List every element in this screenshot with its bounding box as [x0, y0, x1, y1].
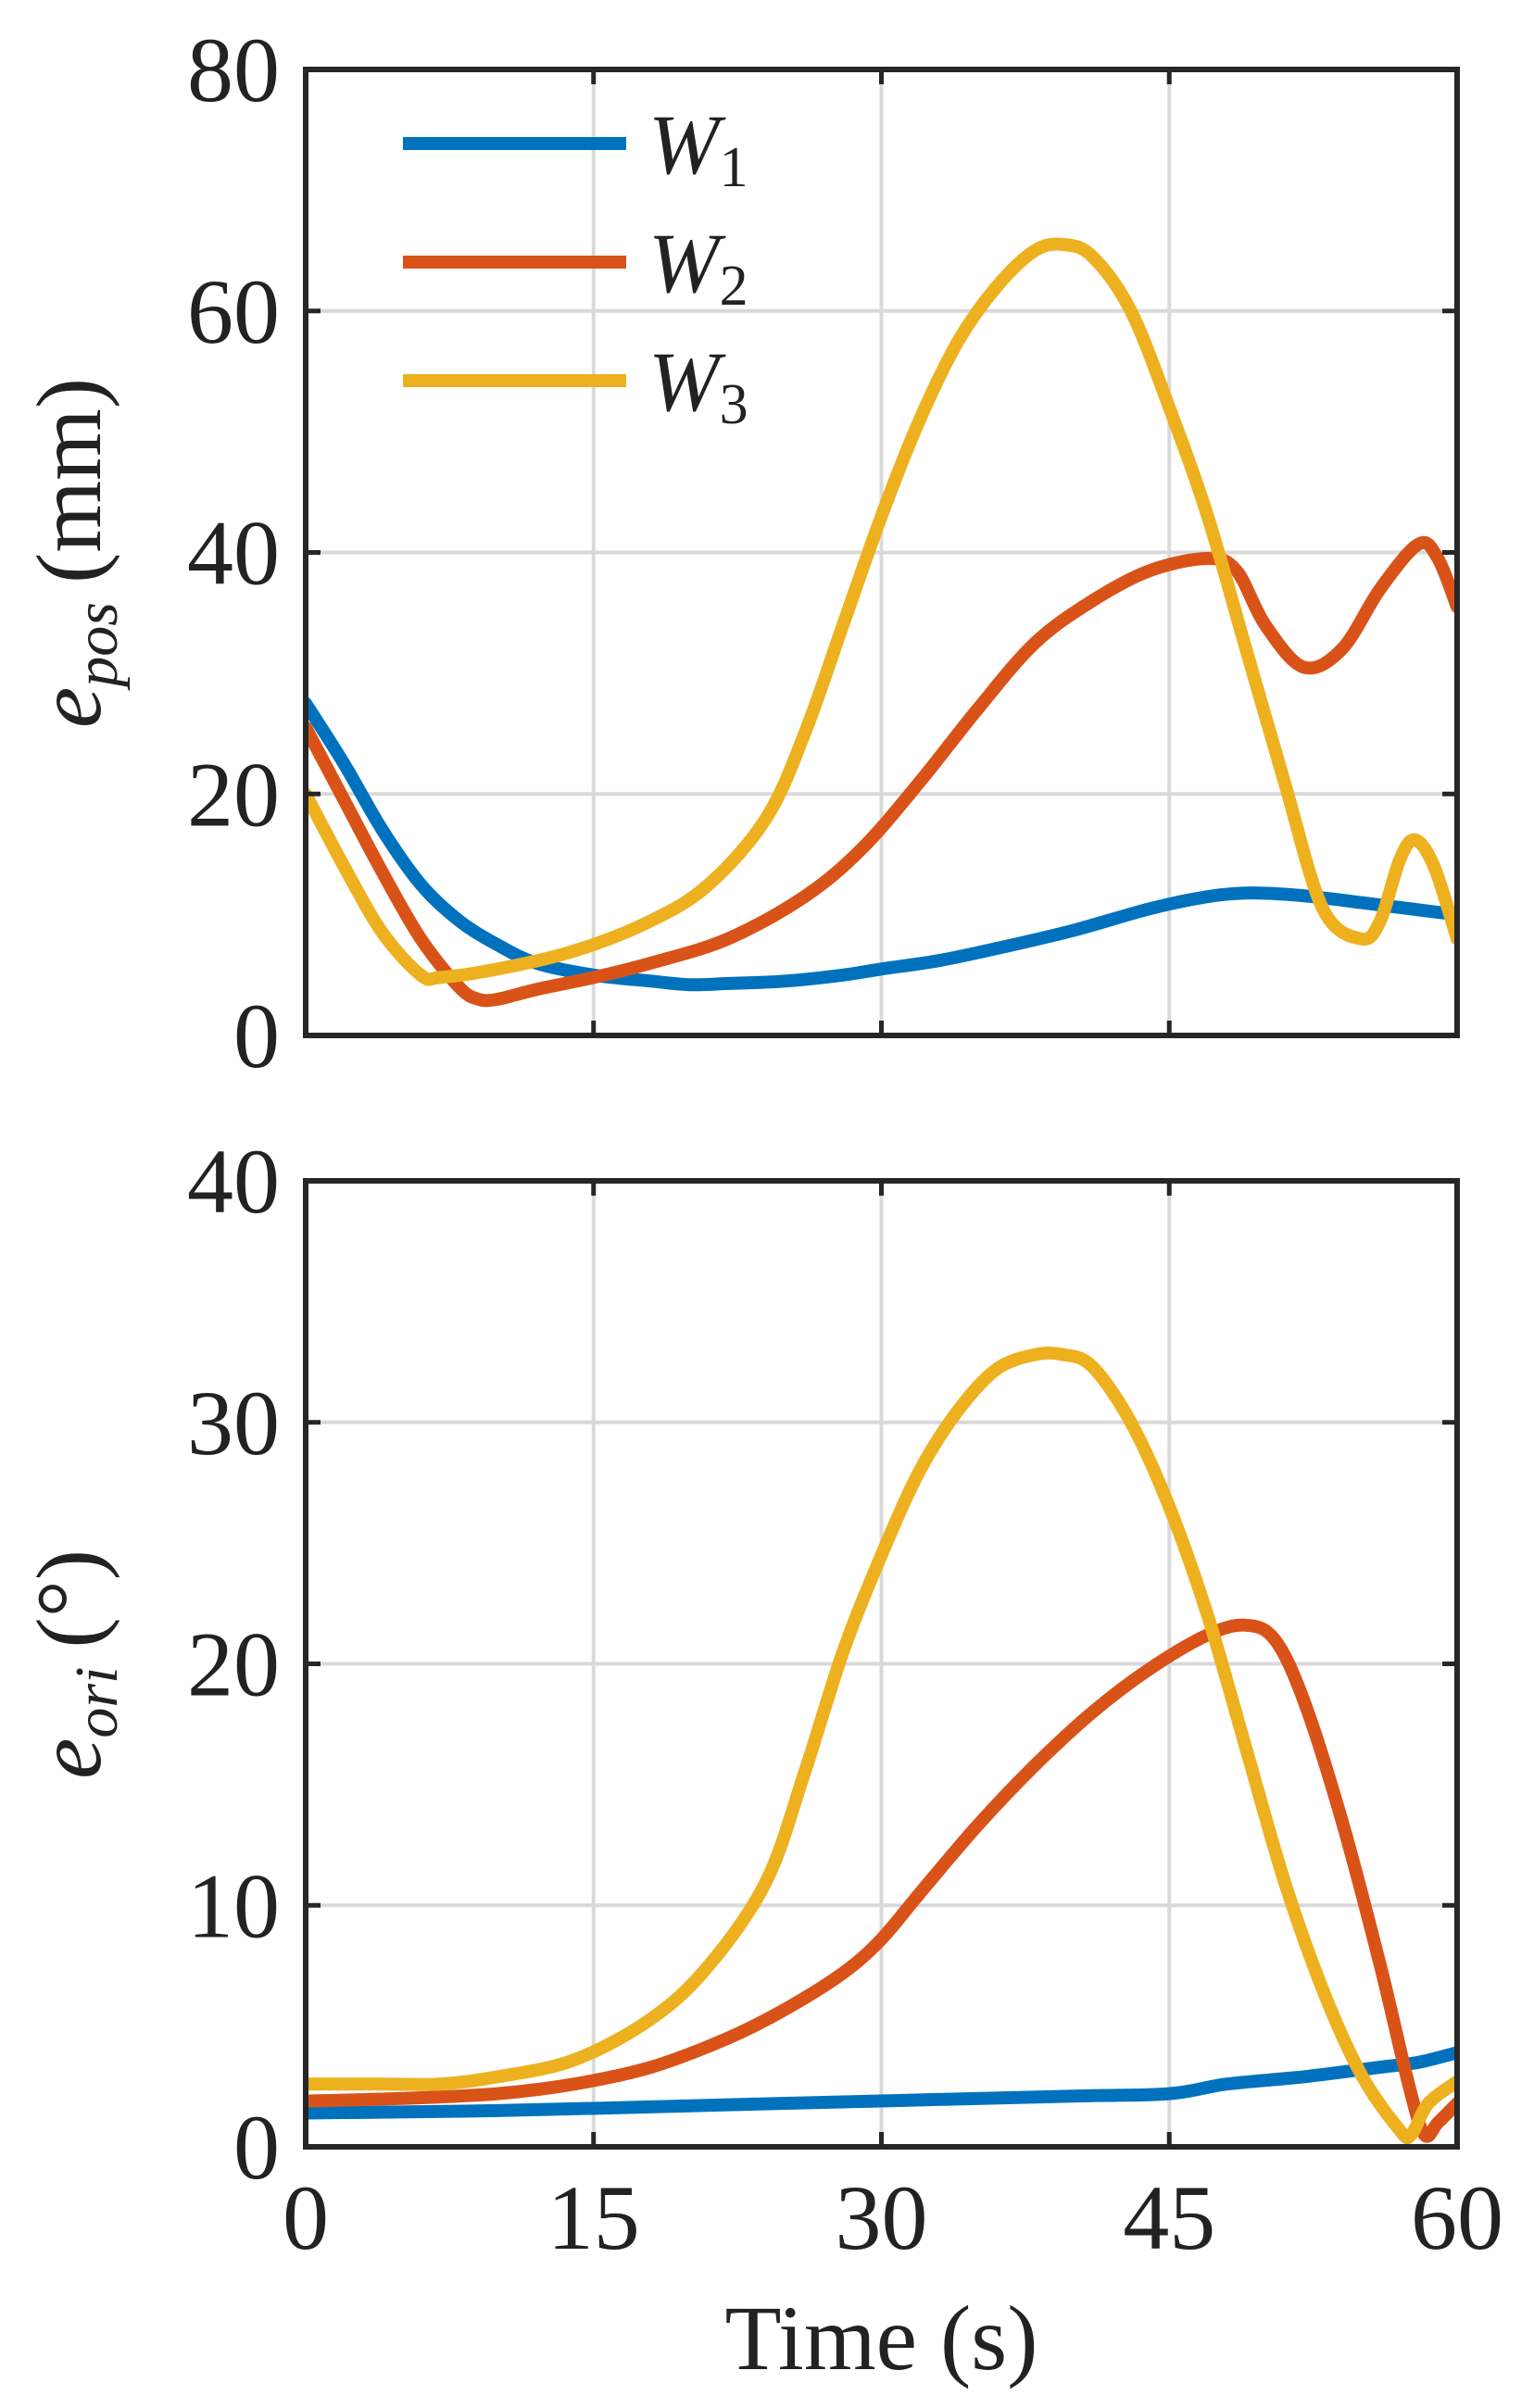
y-tick-label: 0 — [233, 985, 280, 1087]
x-tick-label: 0 — [283, 2166, 329, 2269]
legend-label-index: 1 — [720, 136, 748, 199]
y-axis-label: epos (mm) — [18, 378, 131, 728]
y-tick-label: 80 — [187, 19, 280, 121]
y-axis-label: eori (°) — [18, 1549, 131, 1779]
y-tick-label: 10 — [187, 1854, 280, 1957]
y-label-unit: (mm) — [18, 378, 120, 583]
legend-label-index: 3 — [720, 373, 748, 436]
legend-label-index: 2 — [720, 255, 748, 318]
series-group — [306, 1346, 1457, 2145]
series-line-w2 — [306, 1618, 1457, 2143]
x-tick-label: 60 — [1411, 2166, 1503, 2269]
series-group — [306, 237, 1457, 1008]
y-label-main: e — [18, 1738, 120, 1779]
y-tick-label: 30 — [187, 1372, 280, 1474]
x-tick-label: 15 — [547, 2166, 640, 2269]
panel-2: 0 10 20 30 40 0 15 30 45 60 Time (s) eori (°) — [18, 1130, 1503, 2389]
legend-label-w2: W2 — [648, 216, 748, 318]
y-label-unit: (°) — [18, 1549, 120, 1649]
legend-label-letter: W — [648, 334, 726, 429]
y-tick-label: 40 — [187, 1130, 280, 1233]
y-tick-label: 20 — [187, 1613, 280, 1716]
y-label-sub: ori — [63, 1667, 131, 1738]
y-tick-label: 20 — [187, 743, 280, 846]
y-tick-label: 40 — [187, 502, 280, 605]
y-tick-label: 60 — [187, 260, 280, 363]
series-line-w1 — [306, 2046, 1457, 2120]
y-tick-label: 0 — [233, 2096, 280, 2199]
series-line-w3 — [306, 237, 1457, 986]
y-label-main: e — [18, 687, 120, 728]
series-line-w1 — [306, 696, 1457, 992]
y-label-sub: pos — [63, 602, 131, 691]
legend-label-letter: W — [648, 216, 726, 310]
x-axis-label: Time (s) — [724, 2287, 1037, 2389]
series-line-w2 — [306, 535, 1457, 1008]
series-line-w3 — [306, 1346, 1457, 2145]
legend-label-w3: W3 — [648, 334, 748, 436]
legend-label-letter: W — [648, 97, 726, 192]
legend-label-w1: W1 — [648, 97, 748, 199]
x-tick-label: 45 — [1123, 2166, 1215, 2269]
x-tick-label: 30 — [836, 2166, 928, 2269]
